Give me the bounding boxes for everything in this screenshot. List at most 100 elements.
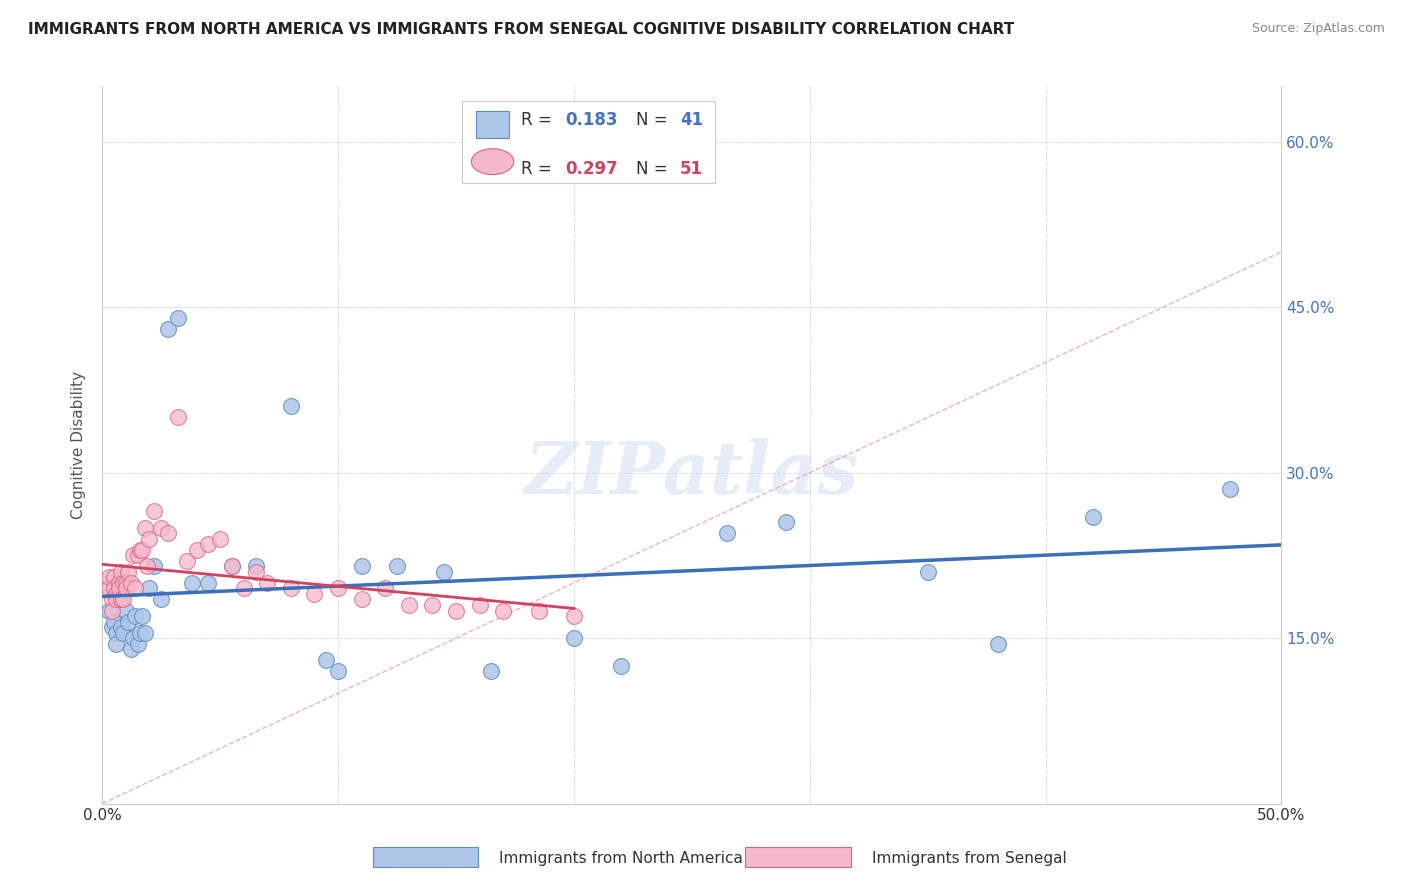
Point — [326, 582, 349, 596]
Point — [138, 582, 160, 596]
Text: 51: 51 — [681, 161, 703, 178]
Point — [527, 603, 550, 617]
Text: 0.297: 0.297 — [565, 161, 619, 178]
Text: N =: N = — [637, 112, 673, 129]
Point — [120, 642, 142, 657]
Point — [138, 532, 160, 546]
Text: N =: N = — [637, 161, 673, 178]
Point — [105, 625, 128, 640]
Point — [105, 587, 128, 601]
Point — [114, 582, 136, 596]
Point — [129, 625, 152, 640]
Point — [350, 592, 373, 607]
Point — [114, 603, 136, 617]
Point — [197, 537, 219, 551]
Point — [186, 542, 208, 557]
Text: Immigrants from North America: Immigrants from North America — [499, 851, 742, 865]
Point — [112, 625, 135, 640]
Point — [103, 570, 125, 584]
Point — [122, 631, 145, 645]
Point — [176, 554, 198, 568]
Point — [107, 592, 129, 607]
Point — [98, 570, 121, 584]
Point — [398, 598, 420, 612]
Text: R =: R = — [520, 161, 557, 178]
Point — [103, 582, 125, 596]
Point — [136, 559, 159, 574]
Point — [98, 603, 121, 617]
Point — [100, 592, 122, 607]
Point — [350, 559, 373, 574]
Point — [479, 664, 502, 678]
Point — [209, 532, 232, 546]
Point — [157, 526, 180, 541]
Point — [150, 521, 173, 535]
Point — [433, 565, 456, 579]
Text: ZIPatlas: ZIPatlas — [524, 438, 859, 509]
Text: 41: 41 — [681, 112, 703, 129]
Y-axis label: Cognitive Disability: Cognitive Disability — [72, 371, 86, 519]
Point — [134, 625, 156, 640]
Point — [422, 598, 444, 612]
Point — [150, 592, 173, 607]
Text: R =: R = — [520, 112, 557, 129]
Point — [444, 603, 467, 617]
Point — [987, 637, 1010, 651]
Point — [112, 592, 135, 607]
Point — [129, 542, 152, 557]
Circle shape — [471, 149, 513, 175]
Point — [180, 576, 202, 591]
Point — [114, 576, 136, 591]
Point — [166, 311, 188, 326]
Point — [280, 582, 302, 596]
Point — [775, 515, 797, 529]
Point — [610, 658, 633, 673]
Point — [374, 582, 396, 596]
Point — [562, 631, 585, 645]
Point — [326, 664, 349, 678]
Point — [245, 559, 267, 574]
Text: 0.183: 0.183 — [565, 112, 619, 129]
Point — [197, 576, 219, 591]
Point — [221, 559, 243, 574]
Point — [127, 637, 149, 651]
Text: Immigrants from Senegal: Immigrants from Senegal — [872, 851, 1067, 865]
Point — [131, 609, 153, 624]
Point — [245, 565, 267, 579]
Point — [468, 598, 491, 612]
Point — [134, 521, 156, 535]
Point — [131, 542, 153, 557]
Text: Source: ZipAtlas.com: Source: ZipAtlas.com — [1251, 22, 1385, 36]
Point — [221, 559, 243, 574]
Point — [1081, 509, 1104, 524]
Point — [98, 582, 121, 596]
Point — [110, 565, 132, 579]
Point — [385, 559, 408, 574]
FancyBboxPatch shape — [477, 111, 509, 138]
Point — [103, 615, 125, 629]
Point — [110, 592, 132, 607]
Point — [112, 576, 135, 591]
Point — [1218, 482, 1240, 496]
Point — [256, 576, 278, 591]
Point — [100, 603, 122, 617]
Point — [122, 549, 145, 563]
Point — [562, 609, 585, 624]
Point — [232, 582, 254, 596]
Point — [157, 322, 180, 336]
Point — [117, 615, 139, 629]
Point — [105, 637, 128, 651]
Point — [110, 620, 132, 634]
Point — [107, 582, 129, 596]
Point — [716, 526, 738, 541]
Point — [304, 587, 326, 601]
Text: IMMIGRANTS FROM NORTH AMERICA VS IMMIGRANTS FROM SENEGAL COGNITIVE DISABILITY CO: IMMIGRANTS FROM NORTH AMERICA VS IMMIGRA… — [28, 22, 1014, 37]
Point — [143, 504, 166, 518]
Point — [492, 603, 515, 617]
Point — [107, 576, 129, 591]
Point — [280, 400, 302, 414]
Point — [127, 549, 149, 563]
Point — [96, 576, 118, 591]
Point — [105, 592, 128, 607]
Point — [917, 565, 939, 579]
